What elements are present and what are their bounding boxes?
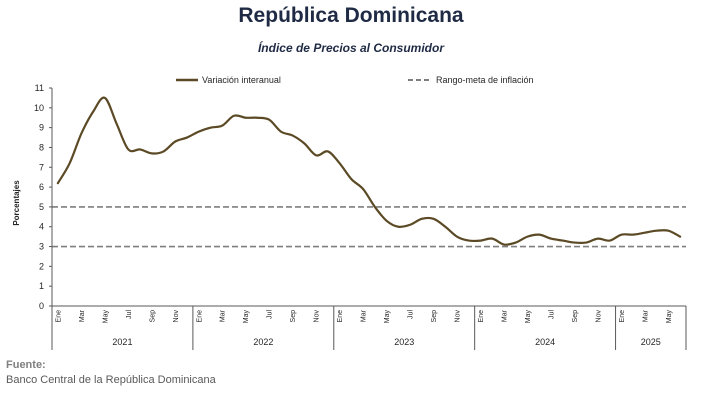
month-tick-label: Mar — [220, 309, 227, 322]
source-text: Banco Central de la República Dominicana — [6, 374, 216, 386]
source-label: Fuente: — [6, 359, 46, 371]
month-tick-label: Sep — [431, 310, 438, 323]
month-tick-label: Mar — [502, 309, 509, 322]
y-tick-label: 11 — [35, 83, 44, 93]
y-tick-label: 2 — [39, 261, 44, 271]
month-tick-label: May — [243, 310, 250, 324]
y-tick-label: 9 — [39, 123, 44, 133]
month-tick-label: Nov — [595, 310, 602, 323]
month-tick-label: Sep — [149, 310, 156, 323]
y-tick-label: 10 — [34, 103, 44, 113]
month-tick-label: Mar — [642, 309, 649, 322]
month-tick-label: Nov — [173, 310, 180, 323]
month-tick-label: Jul — [267, 310, 274, 319]
year-label: 2023 — [394, 337, 414, 347]
series-layer — [56, 96, 682, 246]
month-tick-label: Jul — [126, 310, 133, 319]
month-tick-label: Sep — [290, 310, 297, 323]
y-tick-label: 0 — [39, 301, 44, 311]
y-tick-label: 7 — [39, 162, 44, 172]
year-label: 2025 — [641, 337, 661, 347]
month-tick-label: Mar — [79, 309, 86, 322]
month-tick-label: Ene — [55, 310, 62, 323]
month-tick-label: Mar — [361, 309, 368, 322]
month-tick-label: Ene — [619, 310, 626, 323]
y-axis-label: Porcentajes — [12, 180, 21, 226]
month-tick-label: Ene — [196, 310, 203, 323]
month-tick-label: May — [102, 310, 109, 324]
month-tick-label: May — [525, 310, 532, 324]
y-tick-label: 1 — [39, 281, 44, 291]
month-tick-label: Nov — [314, 310, 321, 323]
month-tick-label: Ene — [478, 310, 485, 323]
month-tick-label: May — [666, 310, 673, 324]
month-tick-label: Nov — [455, 310, 462, 323]
year-label: 2022 — [253, 337, 273, 347]
year-label: 2024 — [535, 337, 555, 347]
legend: Variación interanual Rango-meta de infla… — [176, 75, 534, 85]
series-line-interannual — [56, 96, 682, 246]
target-band-lines — [52, 206, 686, 248]
month-tick-label: Sep — [572, 310, 579, 323]
year-label: 2021 — [112, 337, 132, 347]
chart-subtitle: Índice de Precios al Consumidor — [257, 41, 445, 55]
month-tick-label: Ene — [337, 310, 344, 323]
month-tick-label: Jul — [408, 310, 415, 319]
y-tick-label: 6 — [39, 182, 44, 192]
y-tick-label: 4 — [39, 222, 44, 232]
legend-label-interannual: Variación interanual — [202, 75, 281, 85]
legend-label-target-range: Rango-meta de inflación — [436, 75, 534, 85]
y-tick-label: 8 — [39, 142, 44, 152]
month-tick-label: May — [384, 310, 391, 324]
y-tick-label: 3 — [39, 242, 44, 252]
axes: 0 1 2 3 4 5 6 7 8 9 10 11 Ene Mar May Jul Sep Nov 2021 Ene M… — [34, 83, 687, 350]
y-tick-label: 5 — [39, 202, 44, 212]
month-tick-label: Jul — [548, 310, 555, 319]
page-title: República Dominicana — [238, 4, 464, 27]
